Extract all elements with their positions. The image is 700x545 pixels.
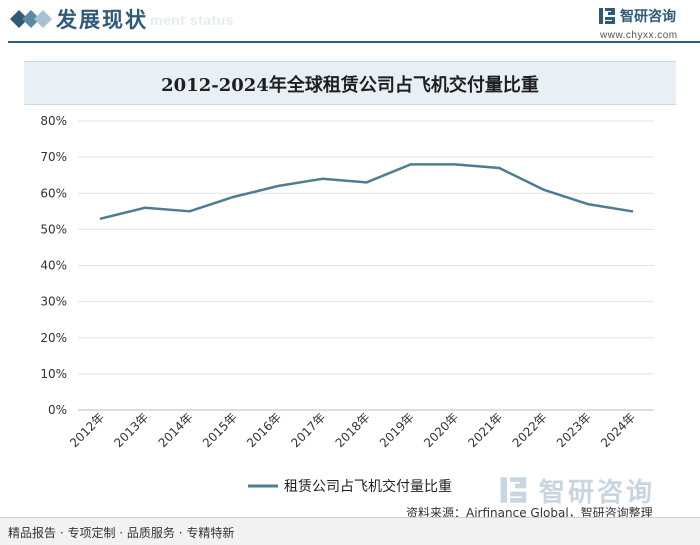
x-tick-label: 2016年 — [244, 410, 284, 450]
watermark-logo-icon — [500, 477, 527, 503]
x-tick-label: 2012年 — [67, 410, 107, 450]
section-subtitle: ment status — [150, 12, 235, 28]
y-tick-label: 80% — [40, 114, 67, 128]
x-tick-label: 2024年 — [598, 410, 638, 450]
header-divider — [8, 41, 700, 43]
brand-logo-icon — [599, 8, 615, 24]
data-point — [321, 177, 324, 180]
x-tick-label: 2020年 — [421, 410, 461, 450]
x-tick-label: 2017年 — [288, 410, 328, 450]
y-tick-label: 10% — [40, 367, 67, 381]
footer-bar: 精品报告 · 专项定制 · 品质服务 · 专精特新 — [0, 517, 700, 545]
x-tick-label: 2013年 — [111, 410, 151, 450]
x-tick-label: 2014年 — [156, 410, 196, 450]
chart-title: 2012-2024年全球租赁公司占飞机交付量比重 — [161, 75, 539, 96]
x-tick-label: 2021年 — [465, 410, 505, 450]
x-tick-label: 2023年 — [554, 410, 594, 450]
chart-title-bar: 2012-2024年全球租赁公司占飞机交付量比重 — [24, 61, 676, 105]
watermark-name: 智研咨询 — [539, 478, 656, 508]
section-title: 发展现状 — [56, 7, 148, 32]
brand-url: www.chyxx.com — [600, 30, 678, 41]
y-tick-label: 40% — [40, 259, 67, 273]
source-note: 资料来源：Airfinance Global，智研咨询整理 — [406, 506, 653, 520]
section-header: 发展现状 ment status 智研咨询 www.chyxx.com — [0, 0, 700, 43]
data-point — [188, 210, 191, 213]
data-point — [586, 202, 589, 206]
series-line — [99, 163, 634, 220]
x-tick-label: 2018年 — [333, 410, 373, 450]
data-point — [99, 217, 103, 220]
legend-label: 租赁公司占飞机交付量比重 — [284, 478, 452, 495]
y-tick-label: 0% — [48, 403, 67, 417]
data-point — [276, 184, 280, 188]
data-point — [630, 210, 634, 213]
x-tick-label: 2019年 — [377, 410, 417, 450]
data-point — [365, 181, 368, 184]
footer-tagline: 精品报告 · 专项定制 · 品质服务 · 专精特新 — [8, 526, 235, 540]
data-point — [498, 166, 501, 170]
y-tick-label: 20% — [40, 331, 67, 345]
data-point — [144, 206, 147, 209]
data-point — [453, 163, 457, 166]
y-tick-label: 30% — [40, 295, 67, 309]
data-point — [232, 195, 235, 199]
x-tick-label: 2022年 — [510, 410, 550, 450]
data-point — [409, 163, 412, 166]
y-tick-label: 60% — [40, 186, 67, 200]
data-point — [542, 188, 545, 191]
y-tick-label: 70% — [40, 150, 67, 164]
x-tick-label: 2015年 — [200, 410, 240, 450]
brand-name: 智研咨询 — [620, 9, 676, 25]
y-tick-label: 50% — [40, 222, 67, 236]
diamond-bullets-icon — [10, 10, 52, 28]
